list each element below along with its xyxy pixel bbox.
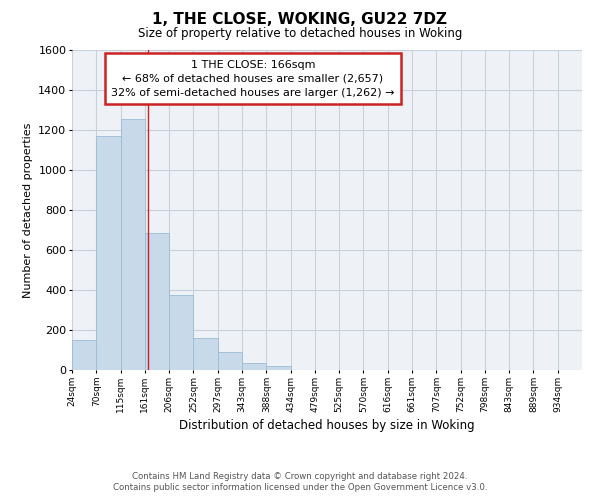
Bar [266,366,290,370]
Bar [193,338,218,370]
Bar [242,363,266,370]
Bar [145,233,169,370]
Text: 1, THE CLOSE, WOKING, GU22 7DZ: 1, THE CLOSE, WOKING, GU22 7DZ [152,12,448,28]
Text: Size of property relative to detached houses in Woking: Size of property relative to detached ho… [138,28,462,40]
X-axis label: Distribution of detached houses by size in Woking: Distribution of detached houses by size … [179,419,475,432]
Bar [121,119,145,370]
Bar [218,352,242,370]
Text: 1 THE CLOSE: 166sqm
← 68% of detached houses are smaller (2,657)
32% of semi-det: 1 THE CLOSE: 166sqm ← 68% of detached ho… [111,60,395,98]
Bar [96,136,121,370]
Bar [72,340,96,370]
Bar [169,295,193,370]
Text: Contains HM Land Registry data © Crown copyright and database right 2024.
Contai: Contains HM Land Registry data © Crown c… [113,472,487,492]
Y-axis label: Number of detached properties: Number of detached properties [23,122,33,298]
